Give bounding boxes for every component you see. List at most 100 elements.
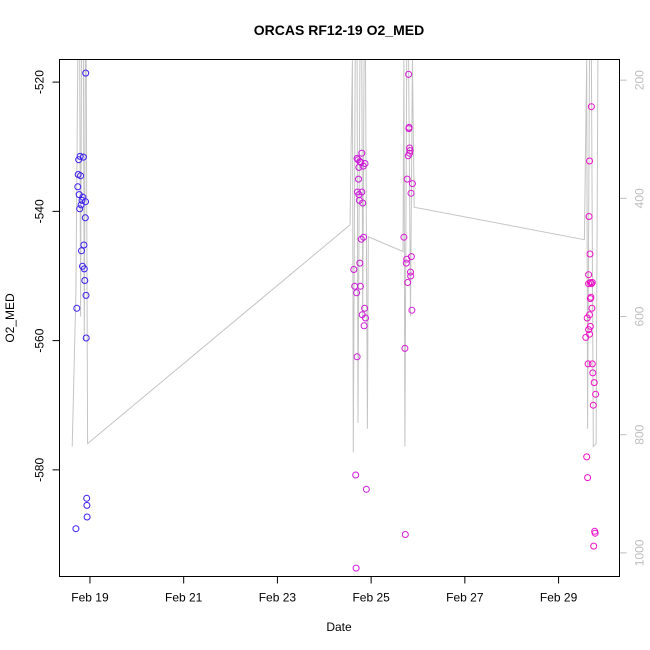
data-point bbox=[355, 175, 362, 183]
data-point bbox=[352, 564, 360, 572]
data-point bbox=[404, 279, 412, 286]
x-tick-label: Feb 27 bbox=[446, 591, 484, 605]
x-tick-label: Feb 25 bbox=[352, 591, 390, 605]
data-point bbox=[80, 265, 88, 273]
data-point bbox=[407, 268, 414, 276]
data-point bbox=[586, 157, 593, 165]
data-point bbox=[361, 304, 369, 312]
data-point bbox=[360, 322, 368, 330]
x-axis-label: Date bbox=[326, 620, 352, 634]
y-tick-label: -540 bbox=[33, 199, 47, 223]
data-point bbox=[407, 253, 415, 261]
data-point bbox=[353, 154, 361, 162]
data-point bbox=[405, 70, 413, 78]
data-point bbox=[407, 272, 415, 280]
data-point bbox=[74, 183, 82, 191]
x-tick-label: Feb 23 bbox=[259, 591, 297, 605]
data-point bbox=[403, 175, 411, 183]
x-axis: Feb 19 Feb 21 Feb 23 Feb 25 Feb 27 Feb 29 bbox=[71, 576, 578, 605]
data-point bbox=[73, 304, 81, 312]
data-point bbox=[401, 344, 409, 352]
data-point bbox=[356, 282, 364, 290]
data-point bbox=[360, 233, 368, 241]
data-point bbox=[82, 69, 90, 77]
data-point bbox=[76, 205, 84, 213]
data-point bbox=[408, 180, 416, 188]
data-point bbox=[406, 149, 414, 157]
data-point bbox=[584, 360, 592, 368]
right-y-tick-label: 800 bbox=[633, 424, 647, 444]
data-point bbox=[82, 198, 89, 206]
data-point bbox=[352, 471, 360, 479]
data-point bbox=[362, 485, 370, 493]
data-point bbox=[362, 314, 369, 322]
data-point bbox=[358, 188, 366, 196]
data-point bbox=[72, 525, 80, 533]
data-point bbox=[586, 322, 594, 330]
right-y-tick-label: 1000 bbox=[633, 539, 647, 566]
data-point bbox=[585, 213, 593, 220]
y-tick-label: -580 bbox=[33, 458, 47, 482]
plot-frame bbox=[59, 59, 620, 577]
data-point bbox=[359, 199, 367, 207]
data-point bbox=[587, 280, 595, 288]
data-point bbox=[402, 259, 410, 267]
y-tick-label: -560 bbox=[33, 328, 47, 352]
y-tick-label: -520 bbox=[33, 70, 47, 94]
x-tick-label: Feb 29 bbox=[540, 591, 578, 605]
data-point bbox=[408, 306, 416, 314]
right-y-tick-label: 400 bbox=[633, 188, 647, 208]
right-y-tick-label: 200 bbox=[633, 70, 647, 90]
data-point bbox=[586, 250, 594, 258]
data-point bbox=[358, 149, 366, 157]
data-point bbox=[81, 277, 89, 284]
data-point bbox=[405, 123, 413, 131]
data-point bbox=[588, 279, 596, 286]
right-y-tick-label: 600 bbox=[633, 306, 647, 326]
data-point bbox=[76, 152, 84, 160]
data-point bbox=[586, 330, 593, 338]
y-axis-label: O2_MED bbox=[3, 293, 17, 343]
data-point bbox=[80, 241, 88, 249]
data-point bbox=[585, 280, 593, 288]
data-point bbox=[78, 247, 85, 255]
data-point bbox=[78, 196, 86, 204]
data-point bbox=[587, 103, 595, 111]
data-point bbox=[350, 266, 358, 273]
data-point bbox=[592, 390, 600, 398]
data-point bbox=[83, 501, 91, 509]
data-point bbox=[589, 401, 597, 409]
data-point bbox=[586, 311, 593, 319]
data-point bbox=[82, 334, 90, 342]
chart-title: ORCAS RF12-19 O2_MED bbox=[254, 22, 424, 38]
data-point bbox=[588, 360, 596, 368]
x-tick-label: Feb 19 bbox=[71, 591, 109, 605]
data-point bbox=[591, 529, 599, 537]
y-axis: -520 -540 -560 -580 bbox=[33, 70, 60, 482]
data-point bbox=[77, 172, 85, 180]
data-point bbox=[589, 369, 597, 377]
data-point bbox=[82, 291, 90, 299]
data-point bbox=[584, 474, 592, 482]
data-point bbox=[356, 259, 364, 267]
data-point bbox=[357, 235, 365, 243]
data-point bbox=[353, 353, 361, 361]
data-point bbox=[353, 289, 361, 297]
data-point bbox=[81, 214, 89, 222]
data-point bbox=[83, 513, 91, 521]
data-point bbox=[406, 147, 414, 155]
data-point bbox=[586, 295, 594, 303]
right-y-axis: 200 400 600 800 1000 bbox=[619, 70, 647, 566]
data-point bbox=[83, 494, 91, 502]
data-point bbox=[407, 189, 415, 197]
data-point bbox=[400, 233, 408, 241]
data-point bbox=[590, 379, 598, 387]
data-point bbox=[590, 542, 598, 550]
data-point bbox=[585, 271, 593, 279]
data-point bbox=[401, 531, 409, 538]
data-point bbox=[406, 144, 414, 152]
data-point bbox=[586, 279, 594, 286]
data-point bbox=[588, 304, 596, 312]
